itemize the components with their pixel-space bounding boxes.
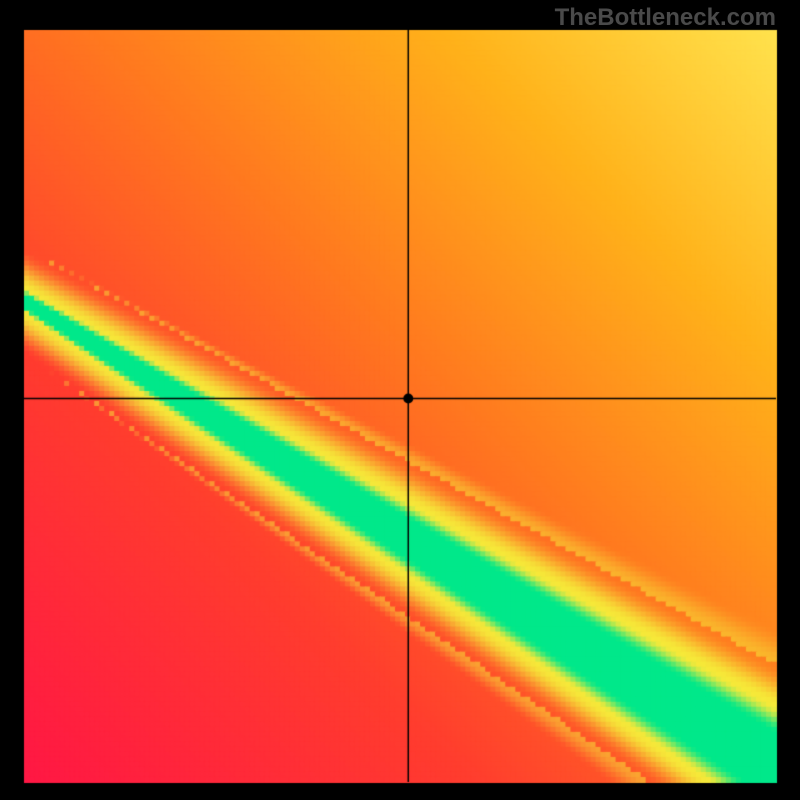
- bottleneck-heatmap: [0, 0, 800, 800]
- chart-container: TheBottleneck.com: [0, 0, 800, 800]
